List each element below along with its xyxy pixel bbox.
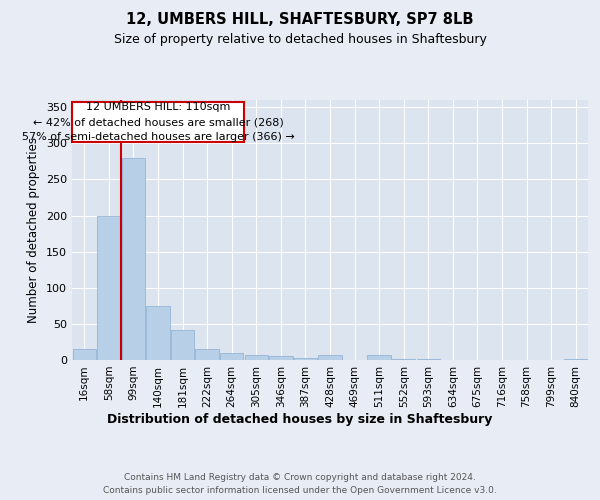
FancyBboxPatch shape — [73, 102, 244, 142]
Text: Size of property relative to detached houses in Shaftesbury: Size of property relative to detached ho… — [113, 32, 487, 46]
Bar — [97, 216, 121, 360]
Y-axis label: Number of detached properties: Number of detached properties — [28, 137, 40, 323]
Text: Contains public sector information licensed under the Open Government Licence v3: Contains public sector information licen… — [103, 486, 497, 495]
Text: Distribution of detached houses by size in Shaftesbury: Distribution of detached houses by size … — [107, 412, 493, 426]
Text: Contains HM Land Registry data © Crown copyright and database right 2024.: Contains HM Land Registry data © Crown c… — [124, 472, 476, 482]
Text: 12 UMBERS HILL: 110sqm
← 42% of detached houses are smaller (268)
57% of semi-de: 12 UMBERS HILL: 110sqm ← 42% of detached… — [22, 102, 295, 142]
Text: 12, UMBERS HILL, SHAFTESBURY, SP7 8LB: 12, UMBERS HILL, SHAFTESBURY, SP7 8LB — [126, 12, 474, 28]
Bar — [73, 349, 96, 360]
Bar — [220, 353, 244, 360]
Bar — [367, 355, 391, 360]
Bar — [196, 349, 219, 360]
Bar — [122, 158, 145, 360]
Bar — [146, 306, 170, 360]
Bar — [294, 358, 317, 360]
Bar — [245, 355, 268, 360]
Bar — [171, 330, 194, 360]
Bar — [269, 356, 293, 360]
Bar — [564, 358, 587, 360]
Bar — [319, 355, 341, 360]
